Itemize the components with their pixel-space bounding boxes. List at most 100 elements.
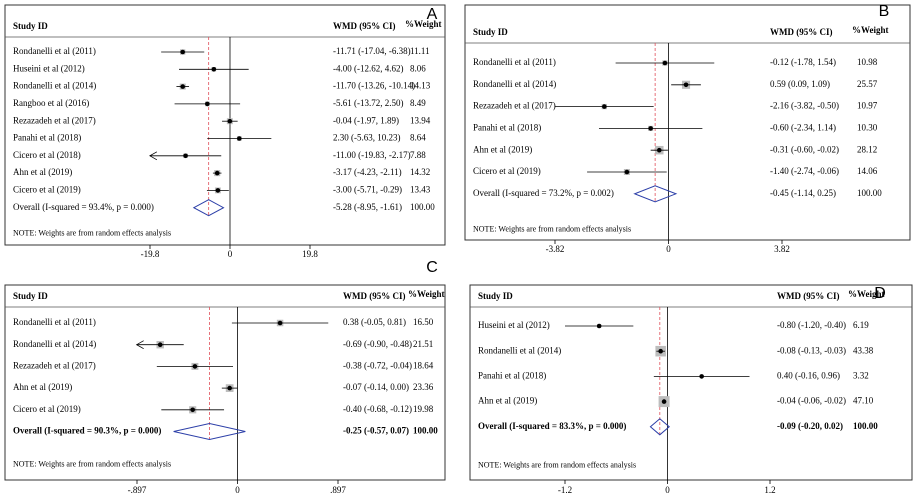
overall-name: Overall (I-squared = 73.2%, p = 0.002) <box>473 188 614 198</box>
overall-name: Overall (I-squared = 90.3%, p = 0.000) <box>13 426 161 436</box>
ci-label: -0.04 (-0.06, -0.02) <box>777 396 846 406</box>
header: WMD (95% CI) <box>333 21 396 31</box>
ci-label: -2.16 (-3.82, -0.50) <box>770 101 839 111</box>
study-name: Ahn et al (2019) <box>13 382 72 392</box>
point <box>662 60 668 66</box>
overall-weight: 100.00 <box>410 202 435 212</box>
point <box>180 49 185 55</box>
ci-label: -1.40 (-2.74, -0.06) <box>770 166 839 176</box>
point <box>661 399 667 404</box>
panel-frame <box>469 284 913 481</box>
x-tick-label: 19.8 <box>302 249 318 259</box>
study-name: Cicero et al (2018) <box>13 150 81 160</box>
ci-label: -0.31 (-0.60, -0.02) <box>770 144 839 154</box>
weight-label: 8.49 <box>410 98 426 108</box>
point <box>214 170 220 176</box>
weight-label: 14.32 <box>410 167 430 177</box>
header: %Weight <box>848 289 885 299</box>
study-name: Cicero et al (2019) <box>473 166 541 176</box>
ci-label: 0.59 (0.09, 1.09) <box>770 79 830 89</box>
study-name: Ahn et al (2019) <box>473 144 532 154</box>
x-tick-label: 0 <box>235 485 240 495</box>
weight-label: 14.06 <box>857 166 878 176</box>
point <box>658 348 663 354</box>
overall-name: Overall (I-squared = 83.3%, p = 0.000) <box>478 421 626 431</box>
header: WMD (95% CI) <box>770 27 833 37</box>
study-name: Rondanelli et al (2014) <box>13 81 96 91</box>
weight-label: 16.50 <box>413 317 434 327</box>
overall-weight: 100.00 <box>857 188 882 198</box>
header: Study ID <box>478 291 513 301</box>
study-name: Rangboo et al (2016) <box>13 98 89 108</box>
header: Study ID <box>473 27 508 37</box>
weight-label: 19.98 <box>413 404 434 414</box>
weight-label: 3.32 <box>853 370 869 380</box>
point <box>205 101 210 107</box>
panel-letter: B <box>879 3 890 20</box>
overall-diamond <box>633 185 678 203</box>
point <box>227 118 233 124</box>
ci-label: -0.04 (-1.97, 1.89) <box>333 115 399 125</box>
point <box>183 153 188 159</box>
overall-diamond <box>192 199 225 217</box>
overall-weight: 100.00 <box>853 421 878 431</box>
point <box>192 364 198 369</box>
weight-label: 21.51 <box>413 339 433 349</box>
ci-label: -3.00 (-5.71, -0.29) <box>333 184 402 194</box>
study-name: Rezazadeh et al (2017) <box>13 115 96 125</box>
ci-arrow <box>149 151 158 161</box>
header: Study ID <box>13 291 48 301</box>
study-name: Cicero et al (2019) <box>13 404 81 414</box>
study-name: Panahi et al (2018) <box>13 133 81 143</box>
point <box>699 374 704 379</box>
weight-label: 7.88 <box>410 150 426 160</box>
note: NOTE: Weights are from random effects an… <box>473 225 631 234</box>
panel-letter: C <box>426 259 438 276</box>
ci-label: -0.69 (-0.90, -0.48) <box>343 339 412 349</box>
overall-diamond <box>173 422 246 441</box>
weight-label: 28.12 <box>857 144 877 154</box>
weight-label: 18.64 <box>413 360 434 370</box>
study-name: Rondanelli et al (2014) <box>13 339 96 349</box>
ci-label: -0.08 (-0.13, -0.03) <box>777 345 846 355</box>
ci-label: -11.71 (-17.04, -6.38) <box>333 46 411 56</box>
study-name: Huseini et al (2012) <box>478 320 550 330</box>
point <box>236 136 242 141</box>
overall-ci: -0.09 (-0.20, 0.02) <box>777 421 843 431</box>
study-name: Rondanelli et al (2011) <box>473 57 556 67</box>
weight-label: 11.11 <box>410 46 430 56</box>
header: %Weight <box>405 19 442 29</box>
ci-label: 0.40 (-0.16, 0.96) <box>777 370 840 380</box>
panel-frame <box>4 4 446 246</box>
overall-ci: -0.45 (-1.14, 0.25) <box>770 188 836 198</box>
study-name: Rondanelli et al (2011) <box>13 46 96 56</box>
study-name: Panahi et al (2018) <box>478 370 546 380</box>
point <box>683 82 689 88</box>
study-name: Panahi et al (2018) <box>473 122 541 132</box>
x-tick-label: 0 <box>666 244 671 254</box>
x-tick-label: -19.8 <box>141 249 160 259</box>
ci-arrow <box>135 340 144 350</box>
header: %Weight <box>408 289 445 299</box>
weight-label: 8.06 <box>410 63 426 73</box>
weight-label: 25.57 <box>857 79 878 89</box>
point <box>277 320 283 326</box>
point <box>596 323 602 329</box>
study-name: Rondanelli et al (2014) <box>473 79 556 89</box>
x-tick-label: -.897 <box>128 485 147 495</box>
overall-diamond <box>649 418 670 436</box>
panel-frame <box>4 284 446 481</box>
point <box>227 385 232 391</box>
weight-label: 8.64 <box>410 133 426 143</box>
x-tick-label: 3.82 <box>774 244 790 254</box>
point <box>602 104 607 109</box>
study-name: Rondanelli et al (2014) <box>478 345 561 355</box>
ci-label: -4.00 (-12.62, 4.62) <box>333 63 404 73</box>
study-name: Ahn et al (2019) <box>478 396 537 406</box>
panel-letter: A <box>427 6 438 23</box>
panel-letter: D <box>874 285 886 302</box>
header: %Weight <box>852 25 889 35</box>
x-tick-label: -1.2 <box>558 485 572 495</box>
point <box>656 147 662 153</box>
header: Study ID <box>13 21 48 31</box>
